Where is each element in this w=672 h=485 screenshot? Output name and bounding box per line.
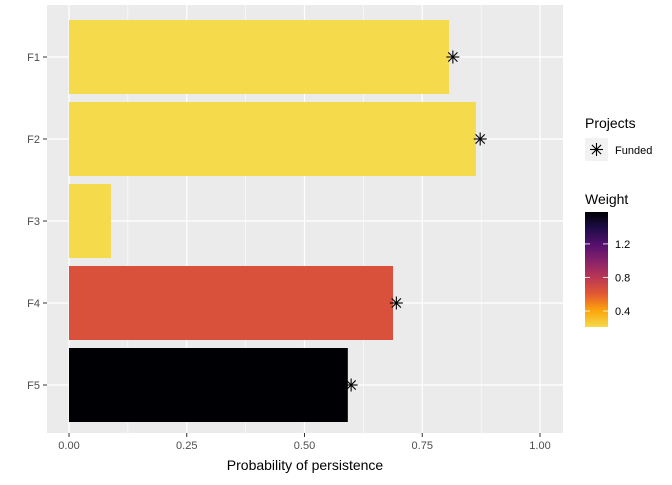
legend-asterisk-icon xyxy=(590,143,603,156)
colorbar-tick-label: 0.4 xyxy=(615,306,630,318)
bar-F1 xyxy=(69,20,450,94)
y-tick-label: F1 xyxy=(27,52,40,64)
x-tick-label: 0.75 xyxy=(412,440,433,452)
x-axis-label: Probability of persistence xyxy=(227,457,384,473)
bar-F5 xyxy=(69,348,348,422)
funded-asterisk-F1 xyxy=(446,50,460,64)
legend-weight-title: Weight xyxy=(585,191,628,207)
y-tick-label: F5 xyxy=(27,380,40,392)
funded-asterisk-F2 xyxy=(473,132,487,146)
legend-funded-label: Funded xyxy=(615,145,652,157)
x-tick-label: 1.00 xyxy=(529,440,550,452)
funded-asterisk-F5 xyxy=(344,378,358,392)
y-tick-label: F2 xyxy=(27,134,40,146)
bar-F4 xyxy=(69,266,394,340)
bar-F3 xyxy=(69,184,111,258)
x-tick-label: 0.00 xyxy=(58,440,79,452)
legend-projects-title: Projects xyxy=(585,115,636,131)
legend-asterisk xyxy=(590,143,603,156)
x-tick-label: 0.25 xyxy=(176,440,197,452)
x-tick-label: 0.50 xyxy=(294,440,315,452)
weight-colorbar xyxy=(585,212,608,327)
colorbar-tick-label: 1.2 xyxy=(615,239,630,251)
colorbar-tick-label: 0.8 xyxy=(615,272,630,284)
y-tick-label: F3 xyxy=(27,216,40,228)
y-tick-label: F4 xyxy=(27,298,40,310)
bar-F2 xyxy=(69,102,476,176)
funded-asterisk-F4 xyxy=(389,296,403,310)
